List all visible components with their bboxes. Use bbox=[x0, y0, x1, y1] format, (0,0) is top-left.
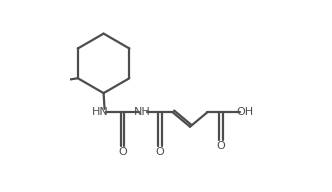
Text: OH: OH bbox=[236, 107, 253, 117]
Text: O: O bbox=[156, 147, 164, 157]
Text: O: O bbox=[118, 147, 127, 157]
Text: HN: HN bbox=[91, 107, 108, 117]
Text: O: O bbox=[216, 141, 225, 151]
Text: NH: NH bbox=[133, 107, 150, 117]
